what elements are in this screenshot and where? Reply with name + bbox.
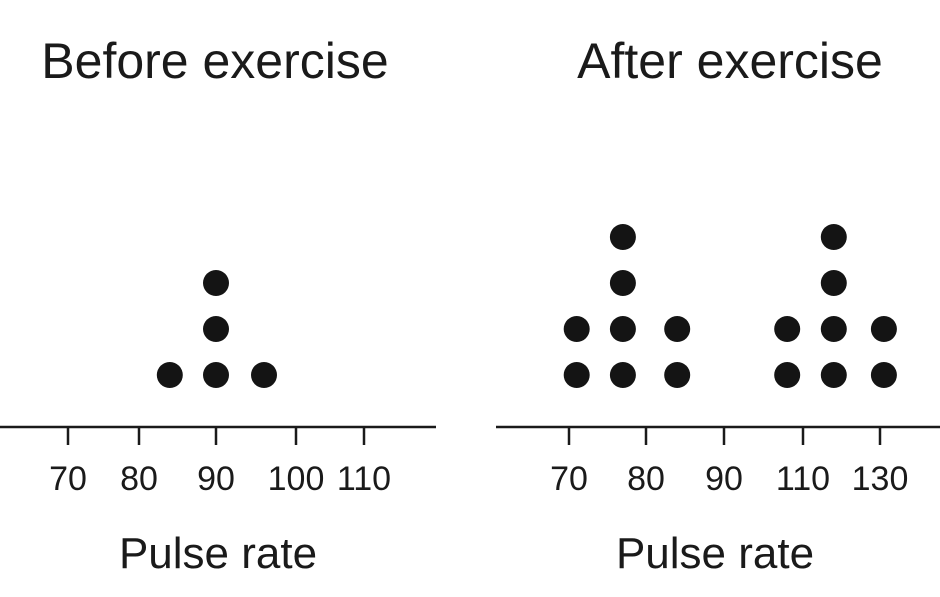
data-dot xyxy=(820,362,847,388)
x-tick-label: 110 xyxy=(337,460,391,498)
x-axis-label-after: Pulse rate xyxy=(616,529,814,578)
x-axis-label-before: Pulse rate xyxy=(119,529,317,578)
chart-title-before: Before exercise xyxy=(41,33,388,89)
x-tick-label: 100 xyxy=(268,460,325,498)
data-dot xyxy=(609,316,636,342)
data-dot xyxy=(774,316,801,342)
data-dot xyxy=(820,224,847,250)
data-dot xyxy=(820,316,847,342)
x-tick-label: 130 xyxy=(852,460,909,498)
data-dot xyxy=(664,316,691,342)
data-dot xyxy=(870,362,897,388)
x-tick-label: 110 xyxy=(776,460,830,498)
data-dot xyxy=(820,270,847,296)
data-dot xyxy=(203,362,229,388)
data-dot xyxy=(664,362,691,388)
data-dot xyxy=(609,224,636,250)
x-tick-label: 70 xyxy=(49,460,87,498)
x-tick-label: 80 xyxy=(627,460,665,498)
data-dot xyxy=(203,316,229,342)
data-dot xyxy=(563,362,590,388)
data-dot xyxy=(609,270,636,296)
x-tick-label: 70 xyxy=(550,460,588,498)
panel-after: After exercise Pulse rate 70 80 90 110 130 xyxy=(496,33,940,578)
data-dot xyxy=(203,270,229,296)
data-dot xyxy=(251,362,277,388)
data-dot xyxy=(870,316,897,342)
panel-before: Before exercise Pulse rate 70 80 90 100 110 xyxy=(0,33,436,578)
chart-title-after: After exercise xyxy=(577,33,883,89)
x-tick-label: 90 xyxy=(197,460,235,498)
x-tick-label: 90 xyxy=(705,460,743,498)
data-dot xyxy=(563,316,590,342)
data-dot xyxy=(774,362,801,388)
data-dot xyxy=(156,362,183,388)
x-tick-label: 80 xyxy=(120,460,158,498)
data-dot xyxy=(609,362,636,388)
